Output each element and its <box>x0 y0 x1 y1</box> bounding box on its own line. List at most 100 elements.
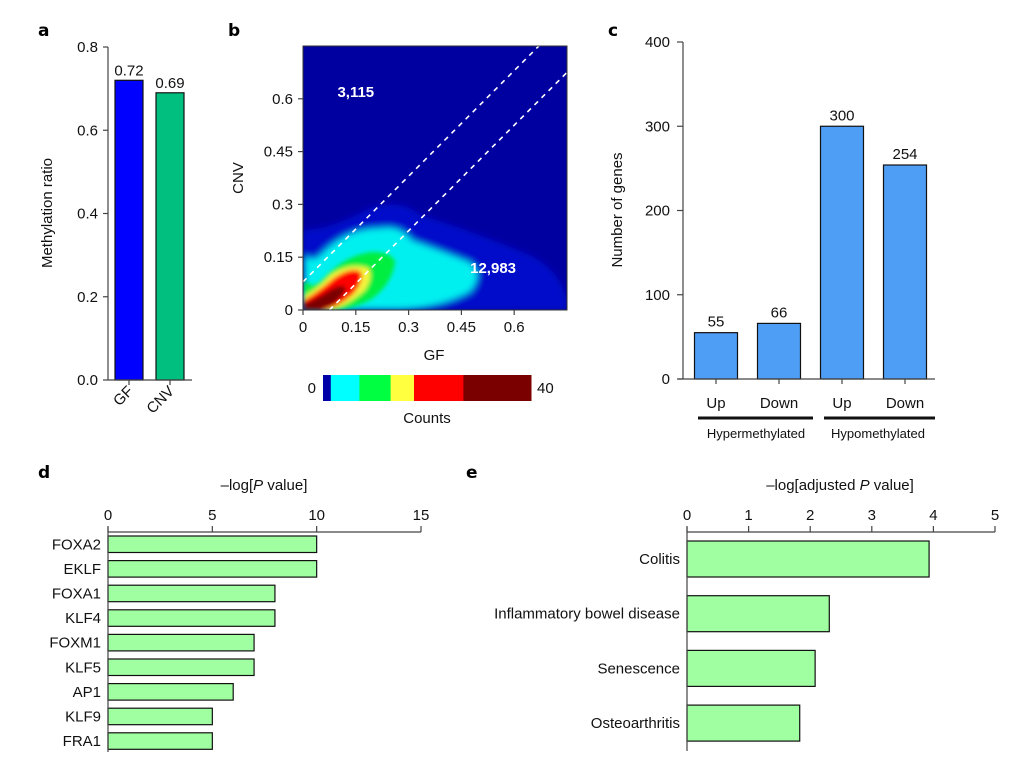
category-label: KLF4 <box>65 610 101 627</box>
colorbar-min-label: 0 <box>308 380 316 397</box>
bar-gf <box>114 79 144 381</box>
colorbar-label: Counts <box>403 410 451 427</box>
x-label-italic-p: P <box>860 477 870 494</box>
panel-b-y-axis-label: CNV <box>230 162 247 194</box>
x-tick-label: 1 <box>744 507 752 524</box>
x-tick-label: 4 <box>929 507 937 524</box>
panel-c-y-axis-label: Number of genes <box>609 152 626 267</box>
x-tick-label: 0 <box>104 507 112 524</box>
colorbar-segment <box>463 375 532 401</box>
x-tick-label: Up <box>706 395 725 412</box>
density-level-darkred <box>304 285 346 310</box>
colorbar-max-label: 40 <box>537 380 554 397</box>
y-tick-label: 0.6 <box>272 91 293 108</box>
panel-label-c: c <box>608 21 618 41</box>
panel-label-a: a <box>38 21 49 41</box>
bar-down <box>882 164 928 380</box>
x-tick-label: 0.3 <box>398 319 419 336</box>
panel-a-y-axis-label: Methylation ratio <box>39 158 56 268</box>
category-label: FOXM1 <box>49 635 101 652</box>
y-tick-label: 300 <box>645 118 670 135</box>
panel-d-x-axis-label: –log[P value] <box>221 477 308 494</box>
colorbar-segment <box>359 375 392 401</box>
category-label: Colitis <box>639 551 680 568</box>
x-tick-label: 0.6 <box>504 319 525 336</box>
category-label: FRA1 <box>63 733 101 750</box>
y-tick-label: 0 <box>285 302 293 319</box>
category-label: AP1 <box>73 684 101 701</box>
panel-d-transcription-factor-bar-chart: –log[P value] FOXA2 EKLF FOXA1 KLF4 FOXM1 KLF… <box>49 477 429 752</box>
bar-row <box>686 649 816 688</box>
y-tick-label: 0.15 <box>264 249 293 266</box>
x-tick-label: Up <box>832 395 851 412</box>
panel-b-x-axis-label: GF <box>424 347 445 364</box>
bar-row <box>107 707 213 726</box>
bar-row <box>107 682 234 701</box>
bar-up <box>819 125 865 380</box>
annotation-upper-count: 3,115 <box>337 84 374 101</box>
panel-a-methylation-ratio-bar-chart: 0.72 0.69 GF CNV 0.0 0.2 0.4 0.6 0.8 Methylatio… <box>39 39 192 417</box>
y-tick-label: 0.45 <box>264 144 293 161</box>
heatmap-density <box>303 204 567 310</box>
data-label: 66 <box>771 304 788 321</box>
colorbar-segment <box>414 375 464 401</box>
bar-up <box>693 332 739 380</box>
colorbar-segment <box>390 375 415 401</box>
x-tick-label: 0 <box>683 507 691 524</box>
y-tick-label: 0.4 <box>77 206 98 223</box>
data-label: 55 <box>708 314 725 331</box>
x-tick-label: GF <box>110 383 137 410</box>
x-tick-label: 2 <box>806 507 814 524</box>
bar-row <box>107 633 255 652</box>
x-tick-label: 10 <box>308 507 325 524</box>
y-tick-label: 400 <box>645 34 670 51</box>
category-label: EKLF <box>63 561 101 578</box>
panel-label-d: d <box>38 463 50 483</box>
panel-label-e: e <box>466 463 478 483</box>
x-tick-label: 15 <box>413 507 430 524</box>
x-label-suffix: value] <box>263 477 307 494</box>
data-label: 0.72 <box>114 62 143 79</box>
x-label-prefix: –log[adjusted <box>766 477 859 494</box>
category-label: Inflammatory bowel disease <box>494 606 680 623</box>
colorbar-segment <box>330 375 360 401</box>
data-label: 0.69 <box>155 75 184 92</box>
x-tick-label: 5 <box>208 507 216 524</box>
panel-label-b: b <box>228 21 240 41</box>
y-tick-label: 200 <box>645 203 670 220</box>
bar-row <box>107 609 276 627</box>
bar-row <box>107 732 213 750</box>
x-tick-label: Down <box>886 395 924 412</box>
panel-c-gene-count-bar-chart: 55 66 300 254 Up Down Up Down 0 100 200 300 400 Num… <box>609 34 935 441</box>
x-tick-label: Down <box>760 395 798 412</box>
data-label: 300 <box>829 107 854 124</box>
category-label: Osteoarthritis <box>591 715 680 732</box>
category-label: FOXA1 <box>52 585 101 602</box>
bar-row <box>686 704 801 742</box>
y-tick-label: 0.0 <box>77 372 98 389</box>
panel-b-density-heatmap: 0 0.15 0.3 0.45 0.6 0 0.15 0.3 0.45 0.6 3,115 12,… <box>230 45 568 427</box>
category-label: KLF9 <box>65 708 101 725</box>
bar-cnv <box>155 92 185 381</box>
bar-row <box>107 535 318 554</box>
bar-row <box>686 595 830 633</box>
x-tick-label: 0 <box>299 319 307 336</box>
y-tick-label: 0 <box>662 371 670 388</box>
category-label: FOXA2 <box>52 536 101 553</box>
bar-row <box>107 658 255 677</box>
x-label-prefix: –log[ <box>221 477 254 494</box>
x-tick-label: 0.15 <box>341 319 370 336</box>
bar-down <box>756 322 802 380</box>
y-tick-label: 100 <box>645 287 670 304</box>
panel-e-disease-enrichment-bar-chart: –log[adjusted P value] Colitis Inflammato… <box>494 477 999 751</box>
category-label: Senescence <box>597 660 680 677</box>
data-label: 254 <box>892 146 917 163</box>
x-tick-label: 0.45 <box>447 319 476 336</box>
colorbar <box>323 375 532 401</box>
x-tick-label: CNV <box>143 383 177 417</box>
y-tick-label: 0.3 <box>272 196 293 213</box>
y-tick-label: 0.8 <box>77 39 98 56</box>
x-label-suffix: value] <box>870 477 914 494</box>
category-label: KLF5 <box>65 659 101 676</box>
